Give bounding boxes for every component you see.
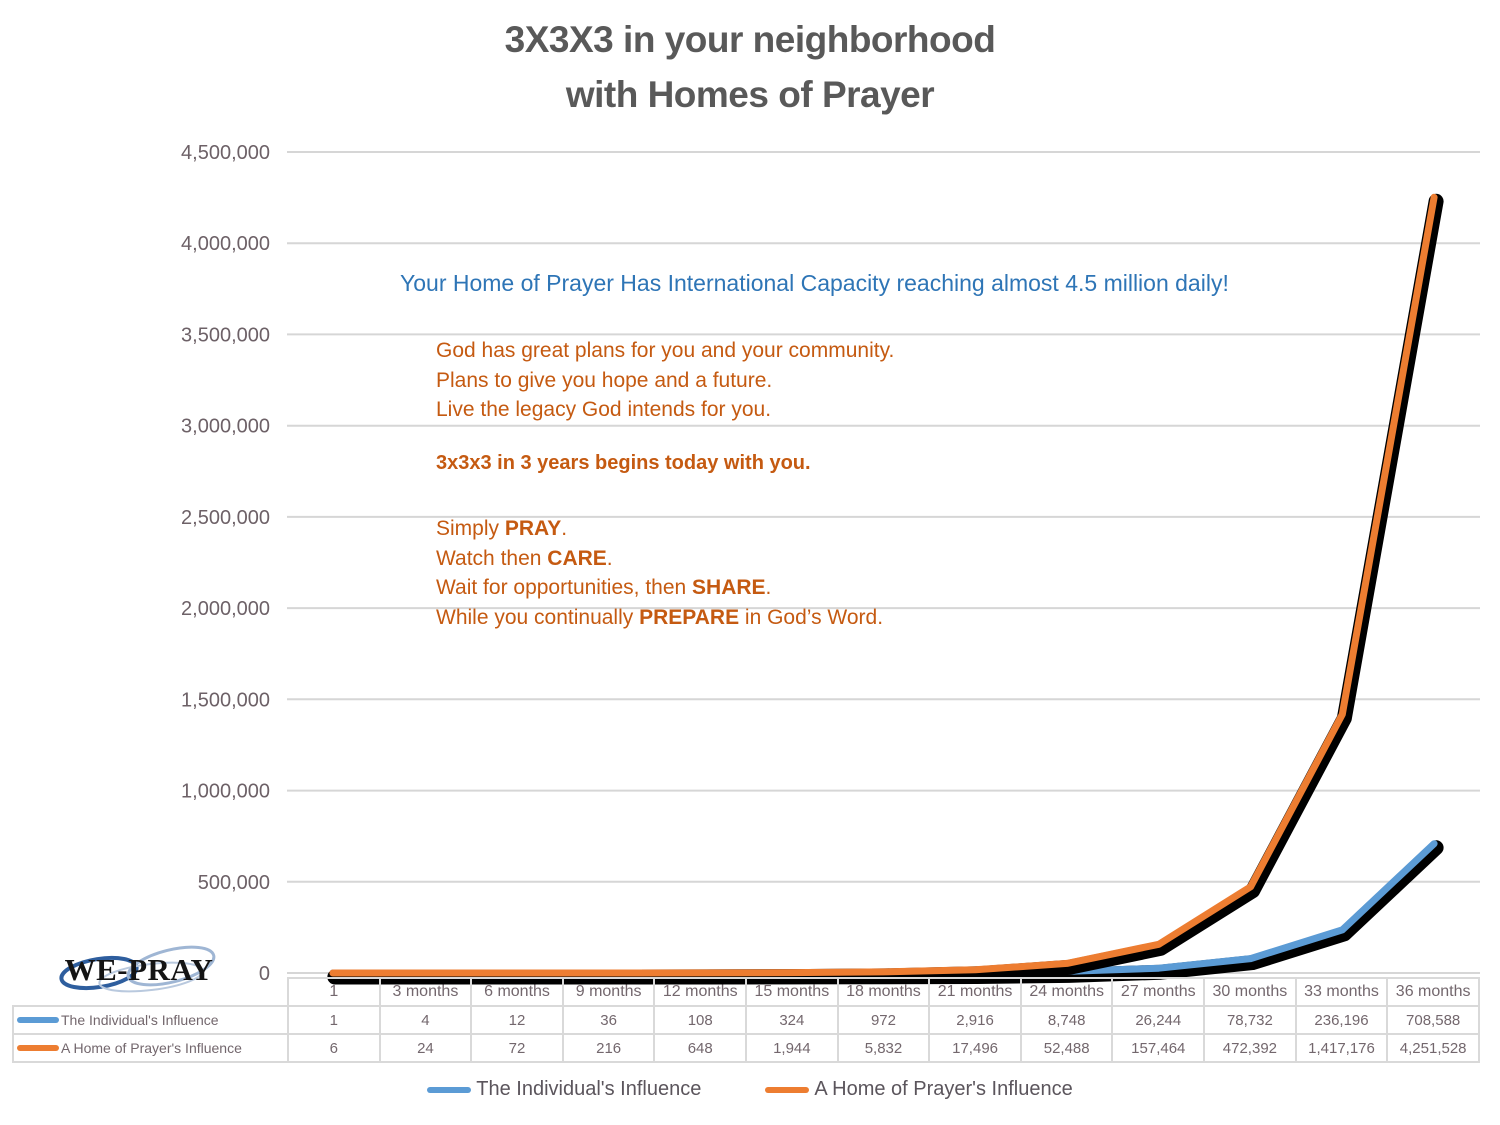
table-header-cell: 33 months bbox=[1294, 977, 1389, 1007]
table-header-cell: 12 months bbox=[653, 977, 748, 1007]
legend-swatch-blue bbox=[427, 1086, 472, 1093]
we-pray-logo: WE-PRAY bbox=[55, 933, 222, 1002]
table-header-cell: 1 bbox=[287, 977, 381, 1007]
table-cell: 708,588 bbox=[1386, 1005, 1480, 1035]
table-header-cell: 24 months bbox=[1019, 977, 1114, 1007]
table-header-cell: 9 months bbox=[561, 977, 656, 1007]
table-cell: 324 bbox=[745, 1005, 839, 1035]
table-header-cell: 30 months bbox=[1203, 977, 1297, 1007]
series-line-1 bbox=[329, 193, 1438, 977]
y-axis-label: 4,500,000 bbox=[181, 142, 270, 164]
table-row: The Individual's Influence 1 4 12 36 108 324 97… bbox=[12, 1005, 1480, 1035]
series-lines bbox=[327, 193, 1444, 985]
y-axis-label: 3,000,000 bbox=[181, 416, 270, 438]
table-cell: 4,251,528 bbox=[1386, 1033, 1480, 1063]
y-axis-label: 3,500,000 bbox=[181, 324, 270, 346]
legend-label: A Home of Prayer's Influence bbox=[814, 1078, 1073, 1100]
table-cell: 8,748 bbox=[1019, 1005, 1114, 1035]
table-cell: 472,392 bbox=[1203, 1033, 1297, 1063]
series-shadow-1 bbox=[327, 193, 1444, 985]
legend-label: The Individual's Influence bbox=[476, 1078, 702, 1100]
logo-swoosh-light bbox=[126, 945, 216, 987]
plans-line: Plans to give you hope and a future. bbox=[436, 368, 773, 392]
gridlines bbox=[287, 151, 1480, 974]
plans-line: God has great plans for you and your com… bbox=[436, 339, 895, 362]
step-line: Wait for opportunities, then SHARE. bbox=[436, 576, 772, 600]
table-cell: 24 bbox=[378, 1033, 473, 1063]
y-axis-labels: 0 500,000 1,000,000 1,500,000 2,000,000 2,500… bbox=[181, 142, 270, 985]
logo-text: WE-PRAY bbox=[65, 952, 214, 987]
table-row-label: A Home of Prayer's Influence bbox=[12, 1033, 289, 1063]
y-axis-label: 2,000,000 bbox=[181, 598, 270, 620]
table-cell: 4 bbox=[378, 1005, 473, 1035]
table-header-cell: 15 months bbox=[745, 977, 839, 1007]
table-header-cell: 36 months bbox=[1386, 977, 1480, 1007]
y-axis-label: 0 bbox=[259, 963, 270, 985]
table-blank-cell bbox=[13, 978, 288, 1006]
plans-line: Live the legacy God intends for you. bbox=[436, 398, 772, 421]
table-row: A Home of Prayer's Influence 6 24 72 216 648 1… bbox=[12, 1033, 1480, 1063]
chart-legend: The Individual's Influence A Home of Pra… bbox=[0, 1078, 1500, 1101]
step-line: While you continually PREPARE in God’s W… bbox=[436, 605, 884, 629]
legend-swatch-orange bbox=[765, 1086, 810, 1093]
table-cell: 17,496 bbox=[928, 1033, 1022, 1063]
legend-item-individual: The Individual's Influence bbox=[427, 1078, 701, 1101]
table-cell: 108 bbox=[653, 1005, 748, 1035]
y-axis-label: 2,500,000 bbox=[181, 507, 270, 529]
y-axis-label: 1,000,000 bbox=[181, 781, 270, 803]
chart-title: 3X3X3 in your neighborhood with Homes of… bbox=[0, 12, 1500, 122]
table-cell: 72 bbox=[470, 1033, 564, 1063]
table-cell: 216 bbox=[561, 1033, 656, 1063]
table-cell: 6 bbox=[287, 1033, 381, 1063]
plans-note: God has great plans for you and your com… bbox=[436, 336, 894, 425]
table-header-cell: 21 months bbox=[928, 977, 1022, 1007]
legend-item-home-of-prayer: A Home of Prayer's Influence bbox=[765, 1078, 1073, 1101]
table-cell: 648 bbox=[653, 1033, 748, 1063]
table-header-cell: 27 months bbox=[1111, 977, 1206, 1007]
table-cell: 26,244 bbox=[1111, 1005, 1206, 1035]
table-header-cell: 6 months bbox=[470, 977, 564, 1007]
logo-swoosh-faint bbox=[98, 961, 204, 993]
y-axis-label: 500,000 bbox=[198, 872, 270, 894]
step-line: Simply PRAY. bbox=[436, 517, 568, 540]
capacity-note: Your Home of Prayer Has International Ca… bbox=[400, 270, 1229, 296]
we-pray-logo-graphic: WE-PRAY bbox=[59, 945, 216, 993]
table-header-cell: 3 months bbox=[378, 977, 473, 1007]
table-cell: 1,417,176 bbox=[1294, 1033, 1389, 1063]
series-swatch-icon bbox=[17, 1045, 59, 1052]
chart-title-line2: with Homes of Prayer bbox=[565, 74, 935, 115]
chart-title-line1: 3X3X3 in your neighborhood bbox=[504, 19, 996, 60]
table-cell: 12 bbox=[470, 1005, 564, 1035]
y-axis-label: 1,500,000 bbox=[181, 689, 270, 711]
table-cell: 972 bbox=[836, 1005, 931, 1035]
table-cell: 78,732 bbox=[1203, 1005, 1297, 1035]
table-cell: 2,916 bbox=[928, 1005, 1022, 1035]
y-axis-label: 4,000,000 bbox=[181, 233, 270, 255]
begin-note: 3x3x3 in 3 years begins today with you. bbox=[436, 452, 811, 474]
table-header-cell: 18 months bbox=[836, 977, 931, 1007]
table-cell: 52,488 bbox=[1019, 1033, 1114, 1063]
table-cell: 157,464 bbox=[1111, 1033, 1206, 1063]
table-cell: 5,832 bbox=[836, 1033, 931, 1063]
table-cell: 1,944 bbox=[745, 1033, 839, 1063]
table-cell: 236,196 bbox=[1294, 1005, 1389, 1035]
table-cell: 1 bbox=[287, 1005, 381, 1035]
table-cell: 36 bbox=[561, 1005, 656, 1035]
table-row-label: The Individual's Influence bbox=[12, 1005, 289, 1035]
steps-note: Simply PRAY. Watch then CARE. Wait for o… bbox=[436, 514, 883, 632]
step-line: Watch then CARE. bbox=[436, 546, 613, 570]
series-swatch-icon bbox=[17, 1017, 59, 1024]
